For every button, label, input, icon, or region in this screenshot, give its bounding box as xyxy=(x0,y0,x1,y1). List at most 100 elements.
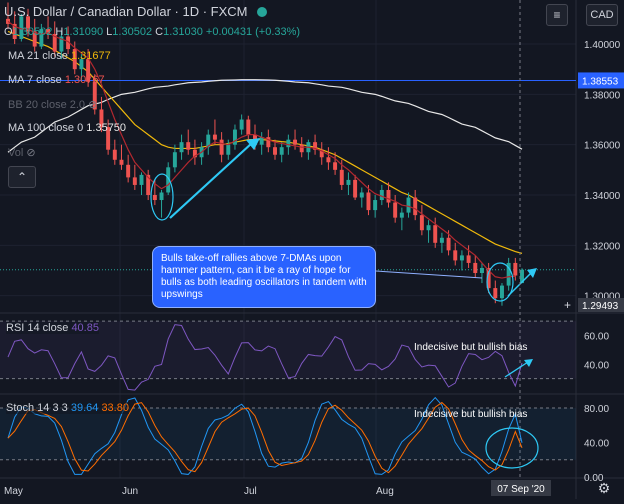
candle-body xyxy=(419,215,424,231)
candle-body xyxy=(179,142,184,153)
candle-body xyxy=(433,225,438,243)
menu-icon: ≡ xyxy=(553,8,561,22)
annotation-callout[interactable]: Bulls take-off rallies above 7-DMAs upon… xyxy=(152,246,376,308)
candle-body xyxy=(293,139,298,145)
legend-vol[interactable]: Vol ⊘ xyxy=(8,146,36,159)
legend-ma100[interactable]: MA 100 close 0 1.35750 xyxy=(8,122,126,134)
symbol-title: U.S. Dollar / Canadian Dollar · 1D · FXC… xyxy=(4,4,268,19)
candle-body xyxy=(99,109,104,128)
candle-body xyxy=(319,149,324,158)
candle-body xyxy=(446,237,451,251)
stoch-legend[interactable]: Stoch 14 3 3 39.64 33.80 xyxy=(6,402,129,414)
trend-arrow xyxy=(169,142,253,219)
candle-body xyxy=(266,137,271,148)
candle-body xyxy=(219,139,224,155)
gear-icon: ⚙ xyxy=(597,480,611,496)
candle-body xyxy=(486,267,491,289)
recent-ellipse xyxy=(486,262,514,302)
candle-body xyxy=(139,174,144,185)
candle-body xyxy=(339,169,344,185)
collapse-legend-button[interactable]: ⌃ xyxy=(8,166,36,188)
candle-body xyxy=(79,59,84,70)
rsi-line xyxy=(7,324,523,391)
stoch-k-line xyxy=(7,396,523,475)
settings-gear[interactable]: ⚙ xyxy=(596,480,612,496)
ma100-value: 1.35750 xyxy=(86,122,127,134)
candle-body xyxy=(453,250,458,261)
candle-body xyxy=(333,162,338,170)
stoch-d-line xyxy=(7,401,523,474)
candle-body xyxy=(32,31,37,47)
candle-body xyxy=(66,36,71,50)
candle-body xyxy=(52,33,57,52)
candle-body xyxy=(366,192,371,211)
price-tick-label: 1.30000 xyxy=(584,292,621,303)
candle-body xyxy=(399,212,404,218)
candle-body xyxy=(186,142,191,150)
eye-hidden-icon[interactable]: ⊘ xyxy=(88,99,98,111)
rsi-note: Indecisive but bullish bias xyxy=(414,342,528,353)
ohlc-h-label: H xyxy=(55,26,64,38)
candle-body xyxy=(513,262,518,276)
candle-body xyxy=(152,195,157,201)
rsi-arrow-head xyxy=(524,359,533,367)
ma21-value: 1.31677 xyxy=(70,50,111,62)
candle-body xyxy=(413,197,418,216)
ma21-label: MA 21 close xyxy=(8,50,68,62)
candle-body xyxy=(226,144,231,155)
time-tick-label: May xyxy=(4,486,23,497)
trend-arrow-head xyxy=(246,138,260,150)
candle-body xyxy=(520,269,524,284)
candle-body xyxy=(273,147,277,155)
candle-body xyxy=(439,237,444,243)
candle-body xyxy=(166,167,171,193)
candle-body xyxy=(299,144,304,153)
candle-body xyxy=(59,36,64,52)
candle-body xyxy=(212,134,217,140)
candle-body xyxy=(26,16,31,32)
rsi-legend[interactable]: RSI 14 close 40.85 xyxy=(6,322,99,334)
candle-body xyxy=(46,28,51,34)
candle-body xyxy=(106,127,111,150)
time-tick-label: Jul xyxy=(244,486,257,497)
candle-body xyxy=(239,119,244,130)
ohlc-row: O1.30502 H1.31090 L1.30502 C1.31030 +0.0… xyxy=(4,26,300,38)
candle-body xyxy=(86,59,91,82)
legend-ma7[interactable]: MA 7 close 1.30767 xyxy=(8,74,105,86)
candle-body xyxy=(493,288,498,299)
candle-body xyxy=(192,149,197,158)
candle-body xyxy=(346,179,351,185)
legend-bb[interactable]: BB 20 close 2.0 ⊘ xyxy=(8,98,97,111)
candle-body xyxy=(479,267,484,273)
time-tick-label: Aug xyxy=(376,486,394,497)
ma100-label: MA 100 close 0 xyxy=(8,122,84,134)
symbol-title-text: U.S. Dollar / Canadian Dollar · 1D · FXC… xyxy=(4,4,248,19)
chevron-up-icon: ⌃ xyxy=(16,170,28,184)
legend-ma21[interactable]: MA 21 close 1.31677 xyxy=(8,50,111,62)
more-options-button[interactable]: ≡ xyxy=(546,4,568,26)
price-tick-label: 1.40000 xyxy=(584,40,621,51)
price-tag-last-bg xyxy=(578,298,624,312)
candle-body xyxy=(39,28,44,47)
ma7-value: 1.30767 xyxy=(64,74,105,86)
candle-body xyxy=(506,262,511,286)
candle-body xyxy=(499,285,504,299)
stoch-k-value: 39.64 xyxy=(70,402,99,414)
candle-body xyxy=(279,147,284,155)
candle-body xyxy=(72,49,77,70)
rsi-value: 40.85 xyxy=(71,322,99,334)
candle-body xyxy=(259,137,264,145)
vol-label: Vol xyxy=(8,147,24,159)
eye-hidden-icon[interactable]: ⊘ xyxy=(26,147,36,159)
stoch-d-value: 33.80 xyxy=(101,402,129,414)
candle-body xyxy=(393,202,398,218)
candle-body xyxy=(426,225,431,231)
candle-body xyxy=(286,139,291,148)
candle-body xyxy=(119,159,124,165)
currency-button[interactable]: CAD xyxy=(586,4,618,26)
price-tag-last: 1.29493 xyxy=(582,301,619,312)
annotation-text: Bulls take-off rallies above 7-DMAs upon… xyxy=(161,253,367,300)
ma7-line xyxy=(7,20,516,279)
